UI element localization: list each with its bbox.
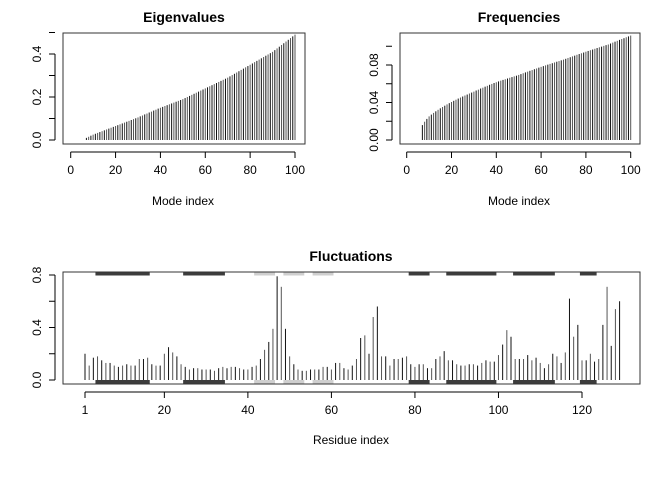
y-tick-label: 0.4 (30, 319, 44, 336)
sse-strand-bottom (254, 380, 276, 384)
sse-helix-top (446, 272, 497, 276)
sse-helix-top (95, 272, 150, 276)
x-tick-label: 1 (82, 403, 89, 417)
x-tick-label: 100 (621, 163, 641, 177)
sse-helix-bottom (446, 380, 497, 384)
sse-helix-bottom (183, 380, 225, 384)
y-tick-label: 0.0 (30, 131, 44, 148)
frequencies-panel: Frequencies Mode index 0 20 40 60 80 100 0.00 0… (367, 9, 641, 208)
eigenvalues-title: Eigenvalues (143, 9, 225, 25)
sse-helix-top (408, 272, 430, 276)
x-tick-label: 60 (199, 163, 213, 177)
sse-strand-top (283, 272, 305, 276)
fluctuations-title: Fluctuations (309, 248, 392, 264)
plot-frame (399, 32, 641, 145)
y-tick-label: 0.04 (367, 90, 381, 114)
eigenvalues-xlabel: Mode index (152, 194, 214, 208)
y-tick-label: 0.8 (30, 266, 44, 283)
x-tick-label: 100 (488, 403, 508, 417)
x-tick-label: 100 (285, 163, 305, 177)
sse-helix-top (183, 272, 225, 276)
sse-strand-top (312, 272, 334, 276)
sse-helix-bottom (95, 380, 150, 384)
x-tick-label: 20 (158, 403, 172, 417)
plot-frame (62, 271, 641, 385)
sse-helix-top (579, 272, 597, 276)
fluctuations-panel: Fluctuations Residue index 1 20 40 60 80 100 1… (30, 248, 641, 447)
sse-helix-bottom (579, 380, 597, 384)
fluctuations-xlabel: Residue index (313, 433, 389, 447)
x-tick-label: 20 (109, 163, 123, 177)
x-tick-label: 40 (154, 163, 168, 177)
x-tick-label: 40 (241, 403, 255, 417)
y-tick-label: 0.00 (367, 128, 381, 152)
eigenvalues-panel: Eigenvalues Mode index 0 20 40 60 80 100 0.0 0.… (30, 9, 306, 208)
y-tick-label: 0.4 (30, 45, 44, 62)
sse-helix-bottom (513, 380, 555, 384)
x-tick-label: 0 (67, 163, 74, 177)
frequencies-xlabel: Mode index (488, 194, 550, 208)
y-tick-label: 0.0 (30, 371, 44, 388)
x-tick-label: 80 (579, 163, 593, 177)
plot-frame (62, 32, 306, 145)
x-tick-label: 60 (534, 163, 548, 177)
x-tick-label: 80 (408, 403, 422, 417)
x-tick-label: 40 (490, 163, 504, 177)
x-tick-label: 120 (572, 403, 592, 417)
sse-strand-bottom (283, 380, 305, 384)
sse-helix-bottom (408, 380, 430, 384)
x-tick-label: 80 (243, 163, 257, 177)
sse-helix-top (513, 272, 555, 276)
x-tick-label: 0 (403, 163, 410, 177)
y-tick-label: 0.2 (30, 88, 44, 105)
sse-strand-bottom (312, 380, 334, 384)
x-tick-label: 60 (325, 403, 339, 417)
x-tick-label: 20 (445, 163, 459, 177)
sse-strand-top (254, 272, 276, 276)
y-tick-label: 0.08 (367, 53, 381, 77)
frequencies-title: Frequencies (478, 9, 561, 25)
